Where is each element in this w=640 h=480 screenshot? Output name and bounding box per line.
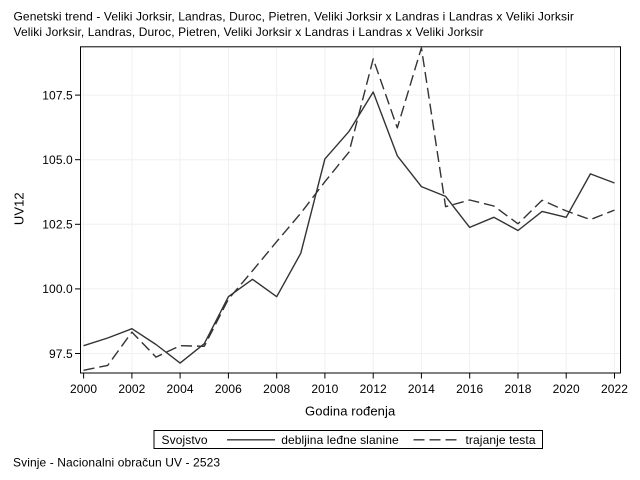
svg-text:Godina rođenja: Godina rođenja [305, 403, 396, 418]
svg-text:debljina leđne slanine: debljina leđne slanine [281, 433, 399, 447]
svg-text:2016: 2016 [456, 382, 483, 396]
svg-text:2018: 2018 [504, 382, 531, 396]
svg-text:2020: 2020 [553, 382, 580, 396]
svg-text:2000: 2000 [70, 382, 97, 396]
svg-text:100.0: 100.0 [42, 282, 73, 296]
svg-text:2012: 2012 [360, 382, 387, 396]
svg-text:2010: 2010 [311, 382, 338, 396]
svg-text:2004: 2004 [167, 382, 194, 396]
svg-text:102.5: 102.5 [42, 218, 73, 232]
svg-text:2014: 2014 [408, 382, 435, 396]
svg-text:2006: 2006 [215, 382, 242, 396]
svg-text:Svojstvo: Svojstvo [162, 433, 208, 447]
svg-text:trajanje testa: trajanje testa [466, 433, 536, 447]
svg-text:Veliki Jorksir, Landras, Duroc: Veliki Jorksir, Landras, Duroc, Pietren,… [14, 25, 484, 39]
svg-text:UV12: UV12 [12, 192, 27, 225]
svg-text:2022: 2022 [601, 382, 628, 396]
svg-text:107.5: 107.5 [42, 88, 73, 102]
svg-text:Svinje - Nacionalni obračun UV: Svinje - Nacionalni obračun UV - 2523 [13, 456, 220, 470]
svg-text:105.0: 105.0 [42, 153, 73, 167]
svg-text:2008: 2008 [263, 382, 290, 396]
svg-text:97.5: 97.5 [49, 347, 73, 361]
svg-text:Genetski trend - Veliki Jorksi: Genetski trend - Veliki Jorksir, Landras… [14, 10, 574, 24]
svg-text:2002: 2002 [118, 382, 145, 396]
